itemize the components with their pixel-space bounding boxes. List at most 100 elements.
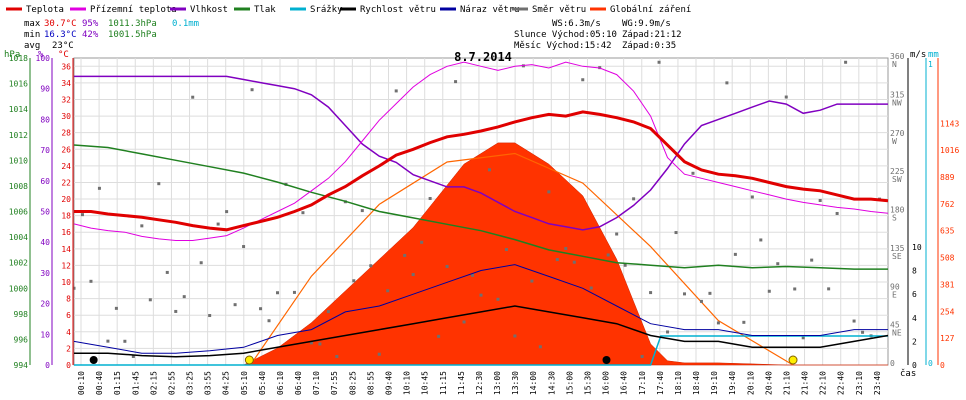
tick-radiation: 889	[940, 173, 955, 182]
stat-min-label: min	[24, 30, 40, 40]
wind-direction-point	[428, 196, 432, 200]
tick-time: 18:10	[674, 371, 683, 395]
tick-temperature: 36	[61, 62, 71, 71]
tick-wind: 4	[912, 314, 917, 323]
series-wind-speed	[74, 305, 889, 358]
tick-radiation: 508	[940, 254, 955, 263]
tick-pressure: 1002	[9, 259, 28, 268]
tick-temperature: 2	[66, 344, 71, 353]
legend-label: Rychlost větru	[360, 5, 436, 15]
tick-time: 22:10	[819, 371, 828, 395]
tick-direction: 270	[890, 129, 905, 138]
astro-sun-set: Západ:21:12	[622, 30, 682, 40]
tick-direction: 180	[890, 206, 905, 215]
tick-direction: 90	[890, 282, 900, 291]
wind-direction-point	[674, 231, 678, 235]
wind-direction-point	[377, 352, 381, 356]
tick-time: 21:40	[801, 371, 810, 395]
tick-wind: 6	[912, 290, 917, 299]
tick-direction-label: S	[892, 214, 897, 223]
tick-humidity: 70	[40, 146, 50, 155]
wind-direction-point	[267, 319, 271, 323]
wind-direction-point	[776, 262, 780, 266]
wind-direction-point	[97, 186, 101, 190]
wind-direction-point	[369, 264, 373, 268]
tick-humidity: 10	[40, 330, 50, 339]
tick-humidity: 100	[36, 54, 51, 63]
tick-temperature: 0	[66, 361, 71, 370]
wind-direction-point	[801, 336, 805, 340]
wind-direction-point	[615, 232, 619, 236]
tick-radiation: 254	[940, 307, 955, 316]
axis-label-temperature: °C	[58, 50, 69, 60]
tick-radiation: 1143	[940, 119, 959, 128]
wind-direction-point	[301, 211, 305, 215]
wind-direction-point	[114, 306, 118, 310]
tick-time: 11:15	[439, 371, 448, 395]
tick-temperature: 30	[61, 112, 71, 121]
series-wind-gust	[73, 264, 888, 354]
tick-direction-label: SW	[892, 175, 902, 184]
tick-temperature: 14	[61, 245, 71, 254]
wind-direction-point	[318, 342, 322, 346]
tick-pressure: 1014	[9, 105, 28, 114]
tick-time: 07:55	[330, 371, 339, 395]
tick-time: 09:40	[385, 371, 394, 395]
wind-direction-point	[411, 273, 415, 277]
tick-time: 05:40	[258, 371, 267, 395]
astro-sun-rise: Slunce Východ:05:10	[514, 30, 617, 40]
tick-humidity: 50	[40, 208, 50, 217]
wind-direction-point	[259, 307, 263, 311]
tick-time: 01:15	[113, 371, 122, 395]
astro-moon-rise: Měsíc Východ:15:42	[514, 41, 612, 51]
wind-direction-point	[496, 297, 500, 301]
tick-precipitation: 1	[928, 60, 933, 69]
tick-wind: 2	[912, 337, 917, 346]
wind-direction-point	[640, 354, 644, 358]
wind-direction-point	[123, 339, 127, 343]
stat-precipitation: 0.1mm	[172, 19, 199, 29]
wind-direction-point	[793, 287, 797, 291]
wind-direction-point	[767, 289, 771, 293]
tick-time: 04:25	[222, 371, 231, 395]
tick-wind: 10	[912, 243, 922, 252]
stat-max-pressure: 1011.3hPa	[108, 19, 157, 29]
stat-avg-label: avg	[24, 41, 40, 51]
series-humidity	[74, 75, 888, 231]
tick-direction-label: NW	[892, 98, 902, 107]
legend: Teplota Přízemní teplota Vlhkost Tlak Srážky…	[6, 5, 691, 15]
tick-time: 06:10	[276, 371, 285, 395]
legend-label: Přízemní teplota	[90, 5, 177, 15]
tick-humidity: 80	[40, 115, 50, 124]
stat-max-label: max	[24, 19, 41, 29]
wind-direction-point	[742, 320, 746, 324]
wind-direction-point	[454, 80, 458, 84]
tick-time: 13:30	[511, 371, 520, 395]
stat-min-pressure: 1001.5hPa	[108, 30, 157, 40]
tick-time: 23:40	[873, 371, 882, 395]
tick-radiation: 381	[940, 280, 955, 289]
tick-time: 14:00	[529, 371, 538, 395]
tick-direction: 45	[890, 321, 900, 330]
wind-direction-point	[420, 240, 424, 244]
tick-time: 03:25	[186, 371, 195, 395]
wind-direction-point	[852, 319, 856, 323]
tick-temperature: 24	[61, 162, 71, 171]
wind-direction-point	[784, 95, 788, 99]
plot-area	[72, 57, 889, 366]
tick-temperature: 22	[61, 178, 71, 187]
wind-direction-point	[292, 290, 296, 294]
axis-label-time: čas	[900, 368, 916, 379]
tick-time: 11:45	[457, 371, 466, 395]
tick-temperature: 6	[66, 311, 71, 320]
tick-direction: 225	[890, 167, 905, 176]
tick-time: 07:10	[312, 371, 321, 395]
stats-header: max 30.7°C 95% 1011.3hPa 0.1mm min 16.3°C 42% 10…	[24, 19, 682, 51]
tick-direction: 360	[890, 52, 905, 61]
tick-time: 20:10	[746, 371, 755, 395]
wind-direction-point	[394, 89, 398, 93]
wind-direction-point	[106, 339, 110, 343]
tick-direction-label: N	[892, 60, 897, 69]
stat-max-humidity: 95%	[82, 19, 99, 29]
wind-direction-point	[165, 270, 169, 274]
